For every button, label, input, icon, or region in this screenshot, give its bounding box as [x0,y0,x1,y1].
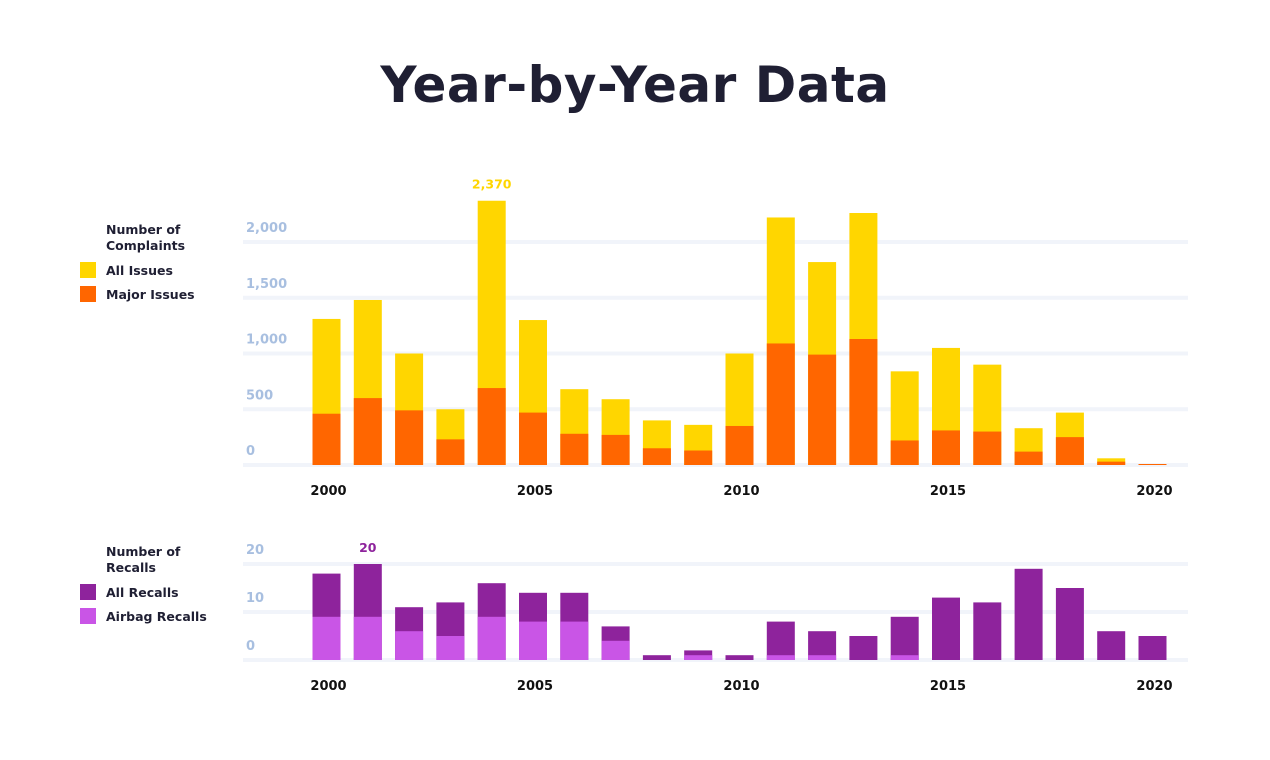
recalls-bar-all-recalls-2016 [973,602,1002,660]
complaints-legend-title-line2: Complaints [106,238,186,253]
complaints-bar-major-issues-2017 [1014,451,1043,465]
airbag-recalls-swatch [80,608,96,624]
recalls-bar-all-recalls-2015 [932,597,960,660]
complaints-legend-title: Number of Complaints [106,222,216,254]
legend-item-major-issues: Major Issues [80,286,216,302]
recalls-bar-all-recalls-2010 [725,655,754,660]
complaints-peak-label: 2,370 [472,177,512,192]
complaints-x-tick-label: 2005 [517,484,553,499]
recalls-bar-airbag-recalls-2006 [560,621,589,660]
complaints-bar-major-issues-2015 [932,430,960,465]
complaints-bar-major-issues-2020 [1138,464,1167,465]
complaints-chart: 0 500 1,000 1,500 2,000 2000 2005 2010 2015 2020 2… [243,177,1188,499]
complaints-bar-major-issues-2011 [766,343,795,465]
recalls-bar-airbag-recalls-2011 [766,655,795,660]
complaints-bar-major-issues-2012 [808,354,837,465]
recalls-legend-title-line2: Recalls [106,560,156,575]
recalls-bar-airbag-recalls-2001 [353,616,382,660]
complaints-x-tick-label: 2010 [723,484,759,499]
recalls-bar-all-recalls-2011 [766,621,795,660]
recalls-bar-airbag-recalls-2014 [890,655,919,660]
major-issues-swatch [80,286,96,302]
recalls-bar-airbag-recalls-2003 [436,636,465,660]
complaints-bar-major-issues-2010 [725,425,754,465]
recalls-x-tick-label: 2015 [930,679,966,694]
legend-item-all-recalls: All Recalls [80,584,216,600]
page-title: Year-by-Year Data [380,56,890,114]
recalls-bar-airbag-recalls-2002 [395,631,424,660]
recalls-bar-airbag-recalls-2000 [312,616,341,660]
complaints-bar-major-issues-2002 [395,410,424,465]
recalls-bar-all-recalls-2020 [1138,636,1167,660]
complaints-bar-major-issues-2009 [684,450,713,465]
recalls-legend-title: Number of Recalls [106,544,216,576]
complaints-bar-major-issues-2006 [560,433,589,465]
legend-label-airbag-recalls: Airbag Recalls [106,608,207,624]
complaints-bar-major-issues-2018 [1055,437,1084,465]
recalls-y-tick-label: 20 [246,543,264,558]
legend-item-all-issues: All Issues [80,262,216,278]
legend-item-airbag-recalls: Airbag Recalls [80,608,216,624]
complaints-x-tick-label: 2015 [930,484,966,499]
recalls-x-tick-label: 2000 [310,679,346,694]
recalls-bar-all-recalls-2008 [642,655,671,660]
recalls-y-tick-label: 10 [246,591,264,606]
recalls-bar-all-recalls-2017 [1014,568,1043,660]
recalls-y-tick-label: 0 [246,639,255,654]
complaints-bar-major-issues-2001 [353,398,382,465]
complaints-bar-major-issues-2004 [477,388,506,465]
complaints-bar-major-issues-2005 [519,412,547,465]
complaints-bar-major-issues-2007 [601,434,630,465]
recalls-bar-all-recalls-2019 [1097,631,1126,660]
complaints-legend-title-line1: Number of [106,222,181,237]
complaints-y-tick-label: 500 [246,388,273,403]
recalls-bar-all-recalls-2018 [1055,588,1084,660]
complaints-bar-major-issues-2016 [973,431,1002,465]
recalls-legend: Number of Recalls All Recalls Airbag Rec… [80,544,216,624]
all-recalls-swatch [80,584,96,600]
recalls-legend-title-line1: Number of [106,544,181,559]
recalls-bar-airbag-recalls-2004 [477,616,506,660]
recalls-bar-airbag-recalls-2012 [808,655,837,660]
complaints-legend: Number of Complaints All Issues Major Is… [80,222,216,302]
legend-label-all-issues: All Issues [106,262,173,278]
complaints-bar-major-issues-2014 [890,440,919,465]
complaints-bar-major-issues-2013 [849,339,878,465]
complaints-y-tick-label: 1,000 [246,333,287,348]
legend-label-all-recalls: All Recalls [106,584,179,600]
complaints-y-tick-label: 0 [246,444,255,459]
complaints-x-tick-label: 2020 [1136,484,1172,499]
recalls-bar-airbag-recalls-2007 [601,640,630,660]
complaints-bar-major-issues-2008 [642,448,671,465]
complaints-x-tick-label: 2000 [310,484,346,499]
legend-label-major-issues: Major Issues [106,286,195,302]
all-issues-swatch [80,262,96,278]
complaints-bar-major-issues-2003 [436,439,465,465]
complaints-bar-major-issues-2019 [1097,461,1126,465]
recalls-x-tick-label: 2005 [517,679,553,694]
recalls-bar-airbag-recalls-2005 [519,621,547,660]
recalls-x-tick-label: 2020 [1136,679,1172,694]
recalls-bar-all-recalls-2013 [849,636,878,660]
recalls-bar-airbag-recalls-2009 [684,655,713,660]
complaints-bar-major-issues-2000 [312,413,341,465]
recalls-bar-all-recalls-2014 [890,616,919,660]
recalls-x-tick-label: 2010 [723,679,759,694]
recalls-peak-label: 20 [359,540,377,555]
complaints-y-tick-label: 1,500 [246,277,287,292]
complaints-y-tick-label: 2,000 [246,221,287,236]
